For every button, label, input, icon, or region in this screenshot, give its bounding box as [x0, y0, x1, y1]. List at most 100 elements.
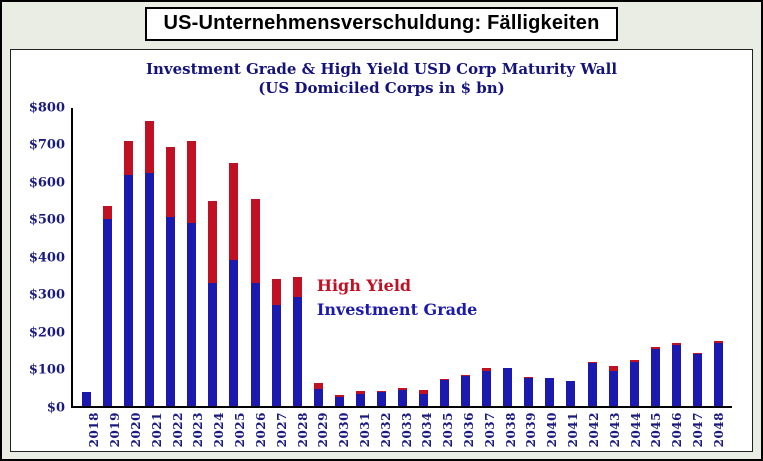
bar-slot-2023	[181, 108, 202, 406]
bar-segment-high-yield	[671, 343, 681, 345]
x-tick-label-2045: 2045	[649, 411, 664, 447]
x-label-slot: 2048	[708, 408, 729, 456]
bar-segment-investment-grade	[166, 217, 176, 406]
bar-segment-high-yield	[629, 360, 639, 362]
bar-segment-high-yield	[292, 277, 302, 298]
bar-segment-high-yield	[587, 361, 597, 364]
bar-slot-2041	[560, 108, 581, 406]
y-tick-label: $600	[28, 175, 65, 190]
bar-slot-2040	[539, 108, 560, 406]
bar-slot-2039	[518, 108, 539, 406]
chart-title: Investment Grade & High Yield USD Corp M…	[17, 60, 746, 98]
x-label-slot: 2028	[292, 408, 313, 456]
y-tick-label: $0	[46, 400, 65, 415]
bar-slot-2021	[139, 108, 160, 406]
x-tick-label-2041: 2041	[566, 411, 581, 447]
bar-segment-high-yield	[355, 391, 365, 395]
bar-slot-2034	[413, 108, 434, 406]
x-label-slot: 2042	[584, 408, 605, 456]
bar-segment-investment-grade	[608, 370, 618, 406]
x-tick-label-2025: 2025	[233, 411, 248, 447]
plot-wrap: $0 $100 $200 $300 $400 $500 $600 $700 $800 High …	[17, 100, 746, 415]
x-tick-label-2048: 2048	[711, 411, 726, 447]
x-tick-label-2033: 2033	[399, 411, 414, 447]
bar-segment-high-yield	[229, 163, 239, 261]
bar-segment-investment-grade	[397, 389, 407, 406]
x-tick-label-2031: 2031	[357, 411, 372, 447]
bar-segment-high-yield	[608, 366, 618, 371]
x-tick-label-2039: 2039	[524, 411, 539, 447]
x-tick-label-2027: 2027	[274, 411, 289, 447]
x-label-slot: 2044	[625, 408, 646, 456]
bar-slot-2022	[160, 108, 181, 406]
x-tick-label-2030: 2030	[337, 411, 352, 447]
chart-title-line1: Investment Grade & High Yield USD Corp M…	[145, 60, 618, 78]
bar-segment-high-yield	[524, 376, 534, 378]
x-label-slot: 2027	[271, 408, 292, 456]
bar-segment-high-yield	[566, 380, 576, 382]
y-tick-label: $400	[28, 250, 65, 265]
bar-slot-2019	[97, 108, 118, 406]
bar-segment-investment-grade	[524, 377, 534, 406]
x-label-slot: 2018	[84, 408, 105, 456]
bar-segment-high-yield	[124, 141, 134, 175]
x-label-slot: 2024	[209, 408, 230, 456]
x-axis-labels: 2018 2019 2020 2021 2022 2023 2024 2025 2026 2027…	[81, 408, 732, 456]
bar-slot-2018	[76, 108, 97, 406]
x-label-slot: 2047	[688, 408, 709, 456]
bar-segment-investment-grade	[124, 174, 134, 406]
x-tick-label-2042: 2042	[586, 411, 601, 447]
x-label-slot: 2023	[188, 408, 209, 456]
x-tick-label-2035: 2035	[441, 411, 456, 447]
bar-segment-investment-grade	[461, 376, 471, 406]
x-label-slot: 2034	[417, 408, 438, 456]
bar-segment-investment-grade	[545, 378, 555, 406]
legend-high-yield: High Yield	[316, 276, 412, 296]
y-tick-label: $500	[28, 212, 65, 228]
bar-segment-investment-grade	[229, 260, 239, 406]
bar-segment-investment-grade	[313, 388, 323, 406]
bar-slot-2038	[497, 108, 518, 406]
bar-slot-2030	[329, 108, 350, 406]
x-tick-label-2032: 2032	[378, 411, 393, 447]
bar-slot-2032	[371, 108, 392, 406]
bar-segment-investment-grade	[250, 282, 260, 406]
y-tick-label: $100	[28, 362, 65, 378]
x-tick-label-2018: 2018	[87, 411, 102, 447]
bar-segment-high-yield	[271, 278, 281, 305]
x-label-slot: 2032	[375, 408, 396, 456]
bar-segment-high-yield	[650, 347, 660, 349]
bar-segment-investment-grade	[587, 363, 597, 406]
x-label-slot: 2022	[167, 408, 188, 456]
bar-slot-2025	[223, 108, 244, 406]
bar-segment-high-yield	[250, 198, 260, 283]
x-tick-label-2044: 2044	[628, 411, 643, 447]
bar-segment-high-yield	[545, 377, 555, 379]
x-tick-label-2029: 2029	[316, 411, 331, 447]
bar-segment-investment-grade	[671, 344, 681, 406]
x-tick-label-2047: 2047	[690, 411, 705, 447]
bar-segment-high-yield	[103, 206, 113, 220]
x-label-slot: 2046	[667, 408, 688, 456]
bar-segment-investment-grade	[292, 297, 302, 406]
x-tick-label-2043: 2043	[607, 411, 622, 447]
bar-segment-high-yield	[440, 378, 450, 381]
x-label-slot: 2025	[230, 408, 251, 456]
bar-segment-investment-grade	[82, 392, 92, 406]
x-label-slot: 2019	[105, 408, 126, 456]
x-tick-label-2024: 2024	[212, 411, 227, 447]
x-label-slot: 2033	[396, 408, 417, 456]
bar-segment-high-yield	[208, 200, 218, 283]
bar-segment-high-yield	[419, 389, 429, 394]
bar-slot-2020	[118, 108, 139, 406]
bar-segment-high-yield	[187, 141, 197, 223]
bar-slot-2047	[687, 108, 708, 406]
bar-segment-high-yield	[397, 387, 407, 390]
x-label-slot: 2036	[459, 408, 480, 456]
y-axis: $0 $100 $200 $300 $400 $500 $600 $700 $800	[25, 100, 71, 415]
x-tick-label-2021: 2021	[149, 411, 164, 447]
x-tick-label-2020: 2020	[129, 411, 144, 447]
x-label-slot: 2041	[563, 408, 584, 456]
bar-segment-high-yield	[713, 341, 723, 343]
bar-segment-investment-grade	[271, 304, 281, 406]
